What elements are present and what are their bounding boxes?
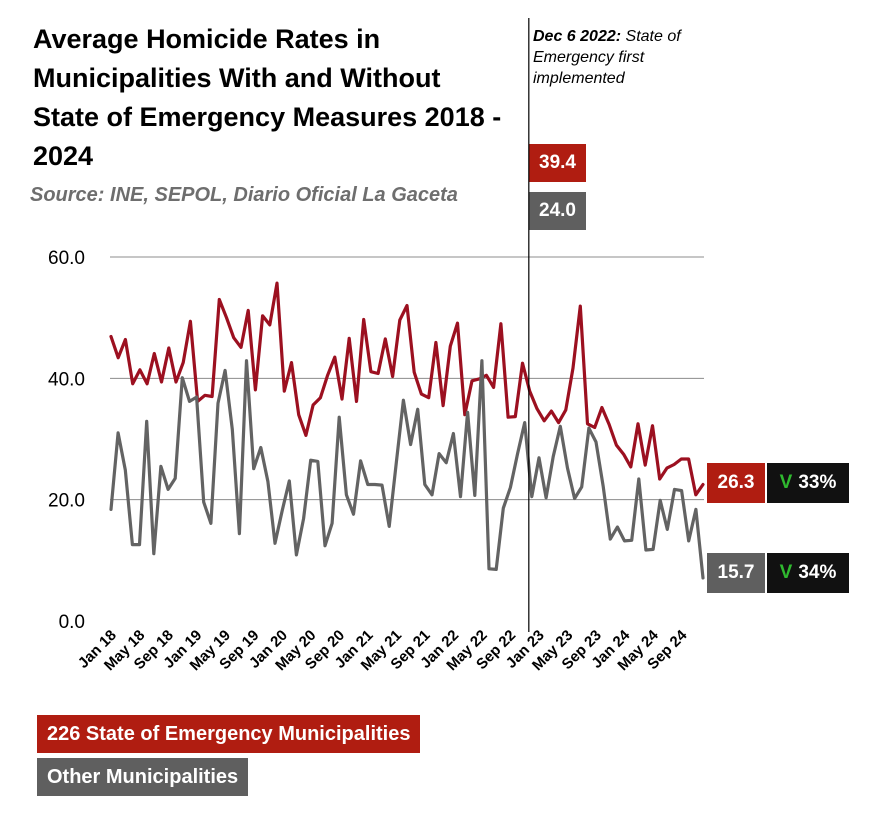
decrease-indicator: V: [779, 562, 793, 583]
legend-item-other: Other Municipalities: [37, 758, 249, 796]
series-line-other: [109, 359, 705, 580]
change-value-other: 34%: [798, 562, 837, 583]
y-tick-label: 40.0: [48, 369, 85, 390]
end-value-emergency: 26.3: [707, 463, 765, 503]
chart-title: Average Homicide Rates in Municipalities…: [33, 24, 502, 171]
y-tick-label: 0.0: [59, 612, 85, 633]
event-annotation: Dec 6 2022: State of Emergency first imp…: [533, 26, 733, 89]
end-value-other: 15.7: [707, 553, 765, 593]
change-badge-other: V 34%: [767, 553, 849, 593]
change-value-emergency: 33%: [798, 472, 837, 493]
y-tick-label: 60.0: [48, 248, 85, 269]
y-tick-label: 20.0: [48, 491, 85, 512]
event-date: Dec 6 2022:: [533, 28, 622, 45]
legend-item-emergency: 226 State of Emergency Municipalities: [37, 715, 421, 753]
decrease-indicator: V: [779, 472, 793, 493]
series-line-emergency: [109, 281, 705, 497]
event-value-emergency: 39.4: [529, 144, 586, 182]
change-badge-emergency: V 33%: [767, 463, 849, 503]
event-text: State of Emergency first implemented: [533, 28, 681, 87]
chart-source: Source: INE, SEPOL, Diario Oficial La Ga…: [30, 184, 458, 206]
event-value-other: 24.0: [529, 192, 586, 230]
